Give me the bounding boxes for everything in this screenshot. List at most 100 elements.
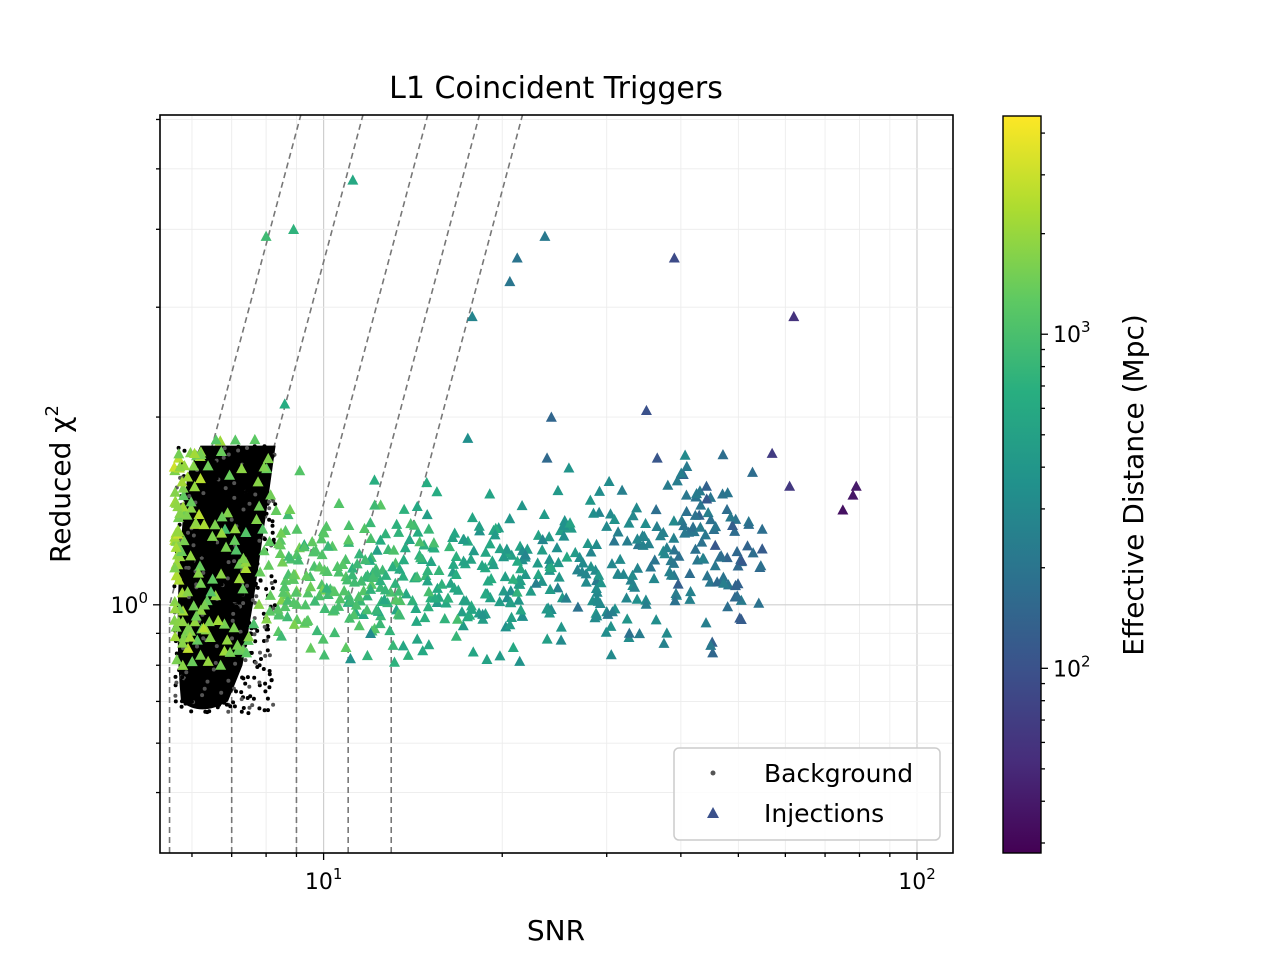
background-point — [202, 471, 207, 476]
injection-point — [594, 485, 606, 496]
injection-point — [717, 449, 729, 460]
injection-point — [177, 615, 189, 627]
background-point — [243, 517, 248, 522]
injection-point — [458, 594, 470, 605]
injection-point — [398, 503, 410, 514]
injection-point — [222, 507, 234, 518]
background-point — [267, 653, 272, 658]
injection-point — [313, 590, 325, 601]
injection-point — [504, 275, 516, 287]
injection-point — [346, 569, 358, 580]
injection-point — [499, 570, 511, 582]
injection-point — [388, 544, 400, 555]
background-point — [231, 700, 236, 705]
injection-point — [621, 535, 633, 546]
injection-point — [662, 479, 674, 490]
injection-point — [694, 485, 706, 496]
injection-point — [480, 546, 492, 557]
injection-point — [185, 550, 197, 561]
x-tick-label: 102 — [898, 865, 936, 895]
injection-point — [279, 600, 291, 612]
x-axis-label: SNR — [527, 914, 585, 947]
background-point — [253, 488, 258, 493]
injection-point — [231, 639, 243, 650]
background-point — [262, 444, 267, 449]
injection-point — [199, 599, 211, 610]
injection-point — [264, 589, 276, 600]
injection-point — [391, 518, 403, 529]
injection-point — [516, 610, 528, 621]
injection-point — [477, 608, 489, 619]
injection-point — [195, 604, 207, 615]
background-point — [243, 658, 248, 663]
background-point — [195, 535, 200, 540]
background-point — [205, 679, 210, 684]
injection-point — [220, 541, 232, 552]
injection-point — [233, 572, 245, 584]
background-point — [194, 704, 199, 709]
legend-box — [673, 747, 941, 841]
injection-point — [704, 576, 716, 587]
injection-point — [236, 462, 248, 474]
injection-point — [616, 484, 628, 495]
background-point — [267, 506, 272, 511]
injection-point — [390, 594, 402, 605]
injection-point — [288, 568, 300, 579]
injection-point — [290, 586, 302, 597]
injection-point — [411, 571, 423, 582]
injection-point — [722, 601, 734, 612]
injection-point — [322, 540, 334, 551]
injection-point — [411, 615, 423, 626]
injection-point — [555, 621, 567, 632]
background-point — [232, 559, 237, 564]
injection-point — [384, 624, 396, 636]
injection-point — [788, 310, 800, 322]
injection-point — [311, 624, 323, 636]
background-point — [200, 485, 205, 490]
injection-point — [450, 630, 462, 641]
background-point — [215, 472, 220, 476]
background-point — [208, 453, 212, 458]
injection-point — [189, 481, 201, 492]
background-point — [172, 584, 177, 589]
background-point — [248, 694, 253, 699]
injection-point — [399, 542, 411, 553]
injection-point — [237, 552, 249, 563]
injection-point — [569, 546, 581, 558]
background-point — [232, 468, 236, 473]
injection-point — [333, 497, 345, 508]
background-point — [216, 600, 221, 605]
injection-point — [602, 608, 614, 619]
background-point — [262, 512, 267, 517]
injection-point — [481, 653, 493, 664]
background-point — [183, 701, 188, 706]
injection-point — [572, 601, 584, 612]
injection-point — [687, 521, 699, 532]
injection-point — [215, 445, 227, 457]
injection-point — [627, 569, 639, 580]
injection-point — [380, 569, 392, 580]
injection-point — [447, 558, 459, 569]
injection-point — [300, 570, 312, 581]
injection-point — [188, 460, 200, 471]
injection-point — [608, 513, 620, 525]
injection-point — [224, 646, 236, 657]
injection-point — [433, 564, 445, 576]
background-point — [259, 657, 263, 661]
injection-point — [711, 576, 723, 587]
injection-point — [506, 611, 518, 622]
injection-point — [275, 630, 287, 641]
injection-point — [178, 534, 190, 546]
injection-point — [468, 545, 480, 556]
background-point — [218, 610, 223, 615]
background-point — [220, 657, 225, 662]
injection-point — [532, 557, 544, 568]
colorbar-tick-label: 103 — [1053, 318, 1091, 348]
background-point — [219, 698, 224, 703]
background-point — [203, 498, 208, 503]
injection-point — [202, 655, 214, 666]
injection-point — [393, 585, 405, 596]
background-point — [267, 672, 272, 677]
background-point — [273, 579, 278, 584]
y-axis-label: Reduced χ2 — [42, 405, 77, 563]
